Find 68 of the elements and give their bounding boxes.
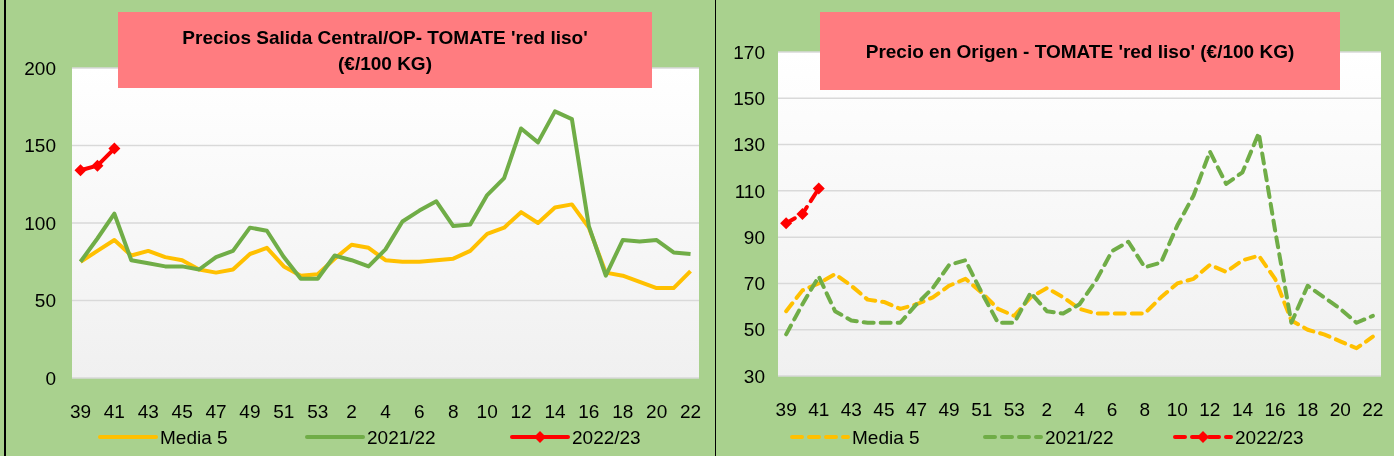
point xyxy=(780,217,793,230)
x-tick-label: 39 xyxy=(775,399,797,420)
legend-label: 2022/23 xyxy=(572,426,641,448)
y-tick-label: 100 xyxy=(24,212,56,234)
line-series xyxy=(784,253,1375,351)
line-series xyxy=(78,109,693,281)
x-tick-label: 43 xyxy=(840,399,862,420)
point xyxy=(796,208,809,220)
line-series xyxy=(784,131,1375,337)
x-tick-label: 20 xyxy=(1329,399,1351,420)
y-tick-label: 170 xyxy=(733,41,765,63)
x-tick-label: 10 xyxy=(1166,399,1188,420)
x-tick-label: 8 xyxy=(1139,399,1150,420)
x-tick-label: 6 xyxy=(1106,399,1118,420)
x-tick-label: 20 xyxy=(646,401,668,422)
x-tick-label: 51 xyxy=(273,401,295,422)
x-tick-label: 12 xyxy=(1199,399,1221,420)
x-tick-label: 14 xyxy=(544,401,566,422)
point xyxy=(74,164,87,177)
y-tick-label: 110 xyxy=(734,180,765,202)
x-tick-label: 53 xyxy=(307,401,329,422)
x-tick-label: 47 xyxy=(905,399,928,420)
y-tick-label: 150 xyxy=(733,87,765,109)
chart-title: Precios Salida Central/OP- TOMATE 'red liso' (€/100 KG) xyxy=(182,26,588,74)
legend-label: Media 5 xyxy=(852,426,920,448)
y-tick-label: 0 xyxy=(45,367,56,389)
x-tick-label: 51 xyxy=(971,399,993,420)
x-tick-label: 22 xyxy=(1362,399,1384,420)
x-tick-label: 8 xyxy=(447,401,459,422)
y-tick-label: 90 xyxy=(743,226,765,248)
x-tick-label: 22 xyxy=(679,401,702,422)
x-tick-label: 18 xyxy=(1297,399,1319,420)
x-tick-label: 2 xyxy=(1041,399,1053,420)
x-tick-label: 53 xyxy=(1003,399,1025,420)
x-tick-label: 49 xyxy=(938,399,960,420)
point xyxy=(108,142,121,155)
chart-title: Precio en Origen - TOMATE 'red liso' (€/100 KG) xyxy=(865,40,1295,62)
x-tick-label: 18 xyxy=(612,401,634,422)
y-tick-label: 200 xyxy=(24,57,56,79)
y-tick-label: 150 xyxy=(24,135,56,157)
x-tick-label: 43 xyxy=(137,401,159,422)
y-tick-label: 50 xyxy=(34,290,56,312)
x-tick-label: 2 xyxy=(346,401,357,422)
x-tick-label: 4 xyxy=(380,401,392,422)
x-tick-label: 12 xyxy=(510,401,532,422)
x-tick-label: 41 xyxy=(808,399,830,420)
x-tick-label: 49 xyxy=(239,401,261,422)
x-tick-label: 39 xyxy=(69,401,92,422)
x-tick-label: 16 xyxy=(1264,399,1286,420)
legend-label: 2022/23 xyxy=(1235,426,1304,448)
x-tick-label: 16 xyxy=(578,401,600,422)
x-tick-label: 47 xyxy=(205,401,227,422)
x-tick-label: 10 xyxy=(476,401,498,422)
x-tick-label: 41 xyxy=(103,401,125,422)
x-tick-label: 45 xyxy=(171,401,193,422)
legend-label: 2021/22 xyxy=(367,426,436,448)
y-tick-label: 50 xyxy=(743,319,765,341)
x-tick-label: 45 xyxy=(873,399,895,420)
x-tick-label: 4 xyxy=(1074,399,1086,420)
x-tick-label: 6 xyxy=(414,401,425,422)
legend-label: 2021/22 xyxy=(1045,426,1114,448)
y-tick-label: 130 xyxy=(733,134,765,156)
point xyxy=(812,182,825,195)
x-tick-label: 14 xyxy=(1231,399,1254,420)
point xyxy=(91,159,104,172)
legend-label: Media 5 xyxy=(160,426,228,448)
y-tick-label: 30 xyxy=(743,365,765,387)
y-tick-label: 70 xyxy=(743,273,765,295)
